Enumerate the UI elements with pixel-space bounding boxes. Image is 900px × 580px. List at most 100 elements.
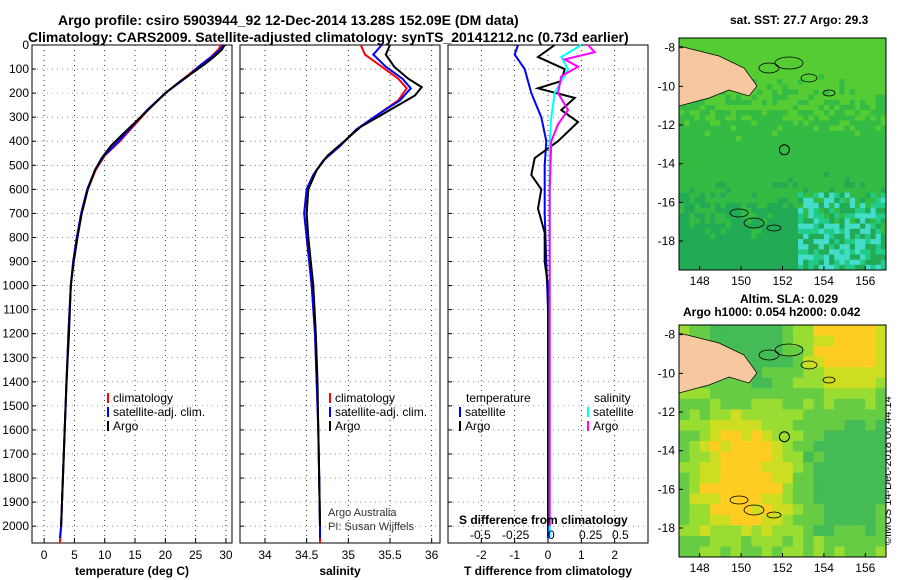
- sst_map-cell: [704, 177, 711, 183]
- sst_map-cell: [798, 161, 804, 168]
- sst_map-cell: [870, 244, 877, 250]
- sst_map-cell: [751, 223, 758, 230]
- sla_map-cell: [720, 504, 732, 516]
- sst_map-cell: [720, 182, 727, 189]
- sst_map-cell: [756, 99, 763, 106]
- sst_map-cell: [880, 135, 886, 142]
- sla_map-cell: [699, 472, 711, 484]
- sst_map-cell: [803, 187, 809, 194]
- sla_map-cell: [813, 325, 825, 337]
- sla_map-cell: [803, 483, 815, 495]
- sst_map-cell: [699, 166, 706, 173]
- sst_map-cell: [720, 218, 727, 225]
- sst_map-cell: [710, 125, 716, 132]
- sst_map-cell: [798, 53, 804, 60]
- sla_map-cell: [751, 398, 763, 410]
- sst_map-cell: [772, 249, 778, 256]
- sst_map-cell: [725, 135, 732, 142]
- sla_map-cell: [782, 398, 794, 410]
- sst_map-cell: [730, 192, 737, 199]
- sst_map-cell: [720, 172, 727, 178]
- sst_map-cell: [798, 125, 804, 132]
- sst_map-cell: [782, 249, 789, 256]
- sst_map-cell: [854, 202, 861, 209]
- sst_map-cell: [746, 249, 752, 256]
- sst_map-cell: [689, 197, 696, 204]
- sla_map-cell: [854, 356, 866, 368]
- sst_map-cell: [710, 99, 716, 106]
- sst_map-cell: [751, 38, 758, 44]
- sst_map-cell: [730, 182, 737, 189]
- sst_map-cell: [834, 110, 840, 116]
- sst_map-cell: [761, 110, 768, 116]
- sst_map-cell: [766, 43, 773, 49]
- sst_map-cell: [699, 161, 706, 168]
- sst_map-cell: [818, 264, 825, 270]
- sst_map-cell: [860, 182, 866, 189]
- sst_map-cell: [844, 244, 851, 250]
- sst_map-cell: [725, 172, 732, 178]
- sst_map-cell: [849, 254, 856, 261]
- sla_map-cell: [834, 367, 846, 379]
- sst_map-cell: [777, 58, 783, 65]
- sst_map-cell: [704, 130, 711, 137]
- sla_map-cell: [710, 525, 721, 537]
- sst_map-xtick-label: 148: [690, 274, 710, 288]
- sst_map-cell: [766, 172, 773, 178]
- sla_map-cell: [699, 430, 711, 442]
- sst_map-cell: [834, 99, 840, 106]
- sst_map-cell: [880, 166, 886, 173]
- sst_map-cell: [746, 125, 752, 132]
- sst_map-cell: [870, 115, 877, 121]
- sst_map-cell: [839, 53, 846, 60]
- sst_map-island: [800, 73, 818, 83]
- sst_map-cell: [772, 53, 778, 60]
- sst_map-cell: [839, 58, 846, 65]
- sst_map-cell: [699, 259, 706, 266]
- sst_map-cell: [735, 223, 742, 230]
- sst_map-cell: [860, 43, 866, 49]
- sla_map-cell: [772, 514, 783, 526]
- sst_map-cell: [777, 239, 783, 245]
- salinity-legend-label: satellite-adj. clim.: [335, 405, 427, 419]
- sst_map-cell: [730, 254, 737, 261]
- sst_map-cell: [818, 177, 825, 183]
- sst_map-cell: [725, 115, 732, 121]
- sla_map-cell: [761, 546, 773, 557]
- sst_map-cell: [787, 259, 794, 266]
- sst_map-island: [758, 62, 780, 74]
- sst_map-cell: [694, 264, 701, 270]
- sst_map-cell: [803, 264, 809, 270]
- sst_map-cell: [699, 228, 706, 235]
- sst_map-cell: [761, 197, 768, 204]
- sla_map-cell: [741, 514, 752, 526]
- sst_map-cell: [834, 141, 840, 147]
- sst_map-cell: [782, 187, 789, 194]
- sst_map-cell: [751, 249, 758, 256]
- sst_map-cell: [865, 68, 871, 75]
- sst_map-cell: [844, 79, 851, 85]
- sst_map-cell: [875, 187, 882, 194]
- sla_map-cell: [710, 388, 721, 400]
- sst_map-cell: [808, 99, 815, 106]
- sst_map-ytick-label: -14: [658, 157, 676, 171]
- sst_map-cell: [803, 130, 809, 137]
- sst_map-cell: [715, 38, 721, 44]
- sst_map-cell: [875, 213, 882, 219]
- sst_map-cell: [813, 254, 820, 261]
- sla_map-cell: [865, 525, 877, 537]
- sst_map-cell: [818, 146, 825, 152]
- sla_map-cell: [699, 493, 711, 505]
- sla_map-cell: [699, 546, 711, 557]
- sst_map-cell: [751, 182, 758, 189]
- sst_map-cell: [839, 197, 846, 204]
- sst_map-cell: [860, 146, 866, 152]
- sla_map-cell: [803, 430, 815, 442]
- depth-tick-label: 1900: [2, 495, 29, 509]
- sla_map-cell: [751, 451, 763, 463]
- sst_map-cell: [679, 197, 685, 204]
- sst_map-cell: [777, 130, 783, 137]
- sst_map-cell: [787, 213, 794, 219]
- sla_map-cell: [782, 346, 794, 358]
- depth-tick-label: 100: [9, 62, 29, 76]
